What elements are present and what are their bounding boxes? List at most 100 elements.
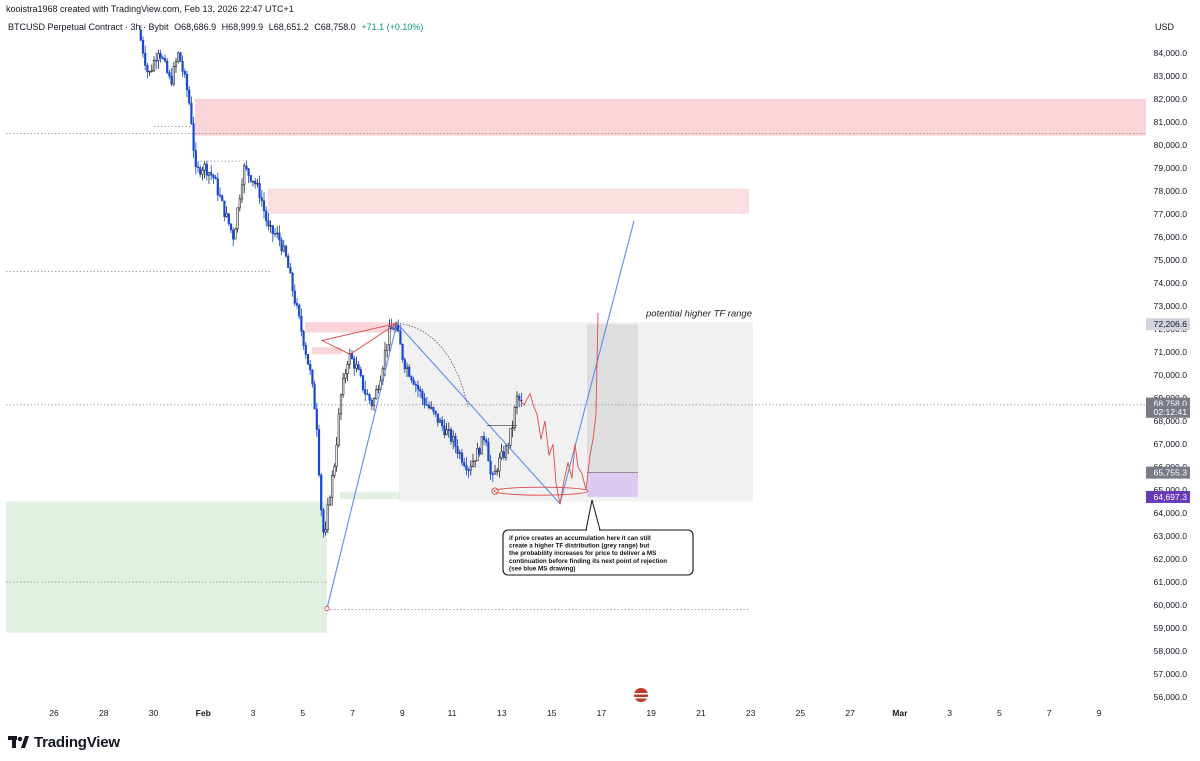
candle-down bbox=[416, 384, 420, 390]
grey-range bbox=[399, 322, 753, 502]
candle-up bbox=[177, 52, 180, 62]
low-marker-circle[interactable] bbox=[491, 487, 499, 495]
y-tick-label: 71,000.0 bbox=[1154, 347, 1188, 357]
candle-down bbox=[181, 61, 184, 72]
candle-up bbox=[471, 460, 475, 467]
candle-up bbox=[225, 213, 228, 217]
symbol-legend[interactable]: BTCUSD Perpetual Contract · 3h · Bybit O… bbox=[8, 22, 426, 32]
x-tick-label: Mar bbox=[892, 708, 908, 718]
candle-down bbox=[159, 53, 162, 59]
candle-up bbox=[276, 232, 279, 235]
callout-pointer[interactable] bbox=[585, 499, 601, 531]
price-tag-bg bbox=[1146, 490, 1190, 503]
price-tag: 02:12:41 bbox=[1154, 407, 1188, 417]
legend-close: C68,758.0 bbox=[314, 22, 356, 32]
candle-up bbox=[375, 389, 378, 400]
candle-down bbox=[361, 375, 365, 390]
candle-up bbox=[256, 183, 259, 185]
event-flag-icon[interactable] bbox=[634, 688, 648, 702]
candle-down bbox=[144, 53, 147, 66]
candle-down bbox=[487, 441, 490, 462]
candle-down bbox=[155, 60, 158, 62]
candle-down bbox=[190, 102, 193, 124]
candle-down bbox=[311, 369, 314, 385]
candle-up bbox=[346, 363, 349, 375]
candle-up bbox=[150, 70, 153, 72]
swing-high-marker[interactable] bbox=[320, 322, 398, 355]
candle-down bbox=[313, 383, 316, 410]
candle-down bbox=[359, 369, 362, 376]
candle-up bbox=[201, 169, 204, 175]
candle-down bbox=[254, 180, 257, 185]
chart-credit: kooistra1968 created with TradingView.co… bbox=[6, 4, 294, 14]
candle-up bbox=[172, 66, 175, 85]
candle-up bbox=[203, 163, 206, 171]
range-label[interactable]: potential higher TF range bbox=[645, 308, 752, 319]
x-tick-label: 7 bbox=[350, 708, 355, 718]
note-line: create a higher TF distribution (grey ra… bbox=[509, 543, 650, 550]
small-supply-zone bbox=[305, 322, 398, 333]
candle-down bbox=[168, 72, 171, 77]
x-tick-label: 7 bbox=[1047, 708, 1052, 718]
candle-down bbox=[441, 419, 444, 427]
candle-up bbox=[240, 184, 244, 200]
candle-down bbox=[146, 65, 149, 72]
lows-ellipse[interactable] bbox=[493, 486, 589, 496]
price-tag: 64,697.3 bbox=[1154, 492, 1188, 502]
candle-down bbox=[478, 448, 481, 455]
candle-down bbox=[414, 383, 417, 386]
x-tick-label: 27 bbox=[845, 708, 855, 718]
note-line: (see blue MS drawing) bbox=[509, 565, 575, 572]
small-demand-zone bbox=[340, 492, 400, 500]
candle-up bbox=[458, 452, 461, 454]
candle-up bbox=[148, 71, 151, 73]
candle-up bbox=[476, 448, 479, 462]
axes-layer: 84,000.0 83,000.0 82,000.0 81,000.0 80,000.0… bbox=[49, 48, 1190, 718]
supply-zone-mid bbox=[268, 188, 749, 214]
candle-up bbox=[337, 413, 340, 446]
supply-zone-upper bbox=[195, 99, 1146, 136]
candle-down bbox=[502, 451, 505, 458]
candle-down bbox=[221, 195, 224, 202]
x-tick-label: 30 bbox=[149, 708, 159, 718]
symbol-name[interactable]: BTCUSD Perpetual Contract · 3h · Bybit bbox=[8, 22, 169, 32]
candle-down bbox=[460, 452, 464, 463]
candle-down bbox=[357, 364, 360, 370]
dotted-arc[interactable] bbox=[396, 322, 469, 408]
y-tick-label: 78,000.0 bbox=[1154, 186, 1188, 196]
projected-path[interactable] bbox=[517, 312, 599, 504]
candle-down bbox=[249, 175, 252, 182]
candle-down bbox=[302, 331, 305, 346]
candle-down bbox=[218, 194, 222, 197]
candle-up bbox=[251, 180, 255, 183]
x-tick-label: 5 bbox=[997, 708, 1002, 718]
price-tag-bg bbox=[1146, 405, 1190, 418]
candle-up bbox=[493, 470, 497, 475]
candle-down bbox=[284, 245, 288, 257]
candle-up bbox=[238, 198, 241, 209]
candle-down bbox=[350, 353, 354, 360]
x-tick-label: 28 bbox=[99, 708, 109, 718]
x-tick-label: 9 bbox=[1097, 708, 1102, 718]
candle-down bbox=[392, 328, 395, 330]
y-tick-label: 81,000.0 bbox=[1154, 117, 1188, 127]
tradingview-logo[interactable]: TradingView bbox=[8, 733, 120, 751]
candle-up bbox=[324, 529, 327, 533]
candle-up bbox=[509, 428, 512, 446]
y-tick-label: 79,000.0 bbox=[1154, 163, 1188, 173]
candle-up bbox=[513, 407, 516, 429]
swing-low-marker[interactable] bbox=[324, 605, 330, 612]
candle-down bbox=[247, 168, 250, 176]
x-tick-label: 21 bbox=[696, 708, 706, 718]
candle-up bbox=[500, 451, 503, 459]
candle-down bbox=[223, 200, 226, 217]
candle-down bbox=[258, 183, 261, 199]
candle-down bbox=[227, 213, 230, 225]
note-line: if price creates an accumulation here it… bbox=[509, 535, 651, 542]
drawings-layer[interactable]: potential higher TF range if price create… bbox=[320, 220, 752, 612]
candle-down bbox=[216, 178, 219, 196]
candle-down bbox=[291, 272, 294, 292]
candle-up bbox=[269, 225, 272, 227]
candle-up bbox=[328, 497, 332, 506]
